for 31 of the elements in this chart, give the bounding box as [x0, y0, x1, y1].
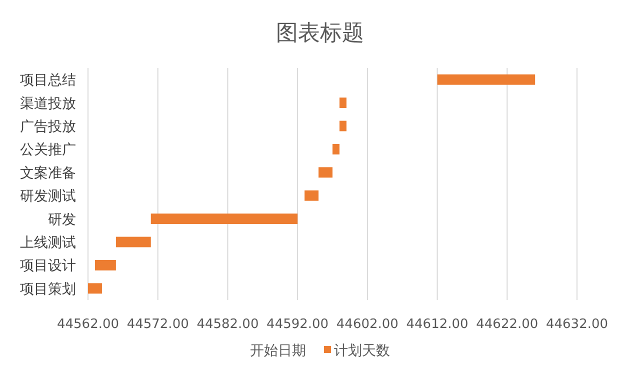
x-tick-label: 44632.00 [546, 317, 608, 332]
y-tick-label: 公关推广 [20, 142, 76, 158]
bar [318, 167, 332, 178]
x-tick-label: 44582.00 [196, 317, 259, 332]
x-tick-label: 44592.00 [266, 317, 329, 332]
bar [339, 98, 346, 108]
y-tick-label: 广告投放 [20, 119, 76, 135]
bar [88, 283, 102, 294]
y-tick-label: 项目总结 [20, 72, 76, 89]
legend-label: 计划天数 [334, 343, 390, 359]
bar [339, 120, 346, 132]
x-tick-label: 44602.00 [336, 317, 398, 332]
x-tick-label: 44572.00 [126, 317, 189, 332]
y-tick-label: 项目策划 [20, 281, 76, 298]
bar [304, 190, 319, 201]
x-tick-label: 44612.00 [406, 317, 468, 332]
y-tick-label: 上线测试 [20, 235, 76, 251]
y-tick-label: 项目设计 [20, 258, 76, 274]
x-tick-label: 44622.00 [476, 317, 538, 332]
bar [332, 144, 340, 154]
y-tick-label: 渠道投放 [20, 96, 76, 112]
x-tick-label: 44562.00 [56, 317, 120, 332]
y-tick-label: 研发测试 [20, 188, 76, 205]
bar [150, 214, 298, 224]
y-tick-label: 文案准备 [20, 164, 76, 182]
text: 开始日期 [250, 343, 306, 359]
bar [437, 74, 536, 85]
y-tick-label: 研发 [48, 212, 76, 228]
bar [94, 260, 116, 270]
bar [116, 236, 151, 248]
chart-title: 图表标题 [276, 21, 364, 46]
